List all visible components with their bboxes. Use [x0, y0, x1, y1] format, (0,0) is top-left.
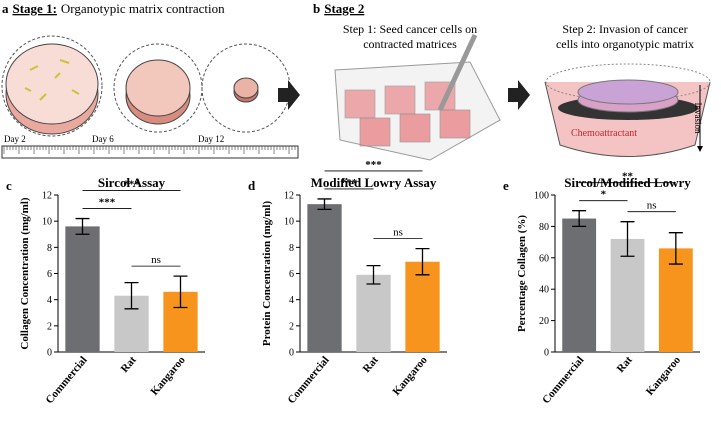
- panel-b-header: b Stage 2: [313, 1, 364, 16]
- panel-letter: d: [248, 178, 256, 193]
- bar: [307, 204, 342, 352]
- significance-label: ***: [341, 177, 358, 189]
- significance-label: ns: [393, 227, 403, 239]
- step-text: cells into organotypic matrix: [556, 37, 694, 51]
- panel-a-header: a Stage 1: Organotypic matrix contraction: [2, 1, 225, 16]
- error-bar: [572, 210, 587, 228]
- bar: [610, 238, 645, 352]
- y-tick-label: 40: [539, 285, 549, 296]
- error-bar: [366, 265, 381, 285]
- y-tick-label: 100: [534, 191, 549, 202]
- stage-title: Organotypic matrix contraction: [61, 1, 225, 16]
- bar: [356, 274, 391, 352]
- y-tick-label: 8: [289, 243, 294, 254]
- y-tick-label: 12: [42, 191, 52, 202]
- bar: [405, 261, 440, 352]
- x-tick-label: Rat: [119, 354, 139, 375]
- x-tick-label: Kangaroo: [644, 354, 684, 398]
- x-tick-label: Rat: [361, 354, 381, 375]
- contraction-illustration: [1, 35, 299, 159]
- significance-label: ***: [365, 159, 382, 171]
- y-tick-label: 4: [47, 295, 52, 306]
- error-bar: [75, 217, 90, 235]
- y-tick-label: 60: [539, 253, 549, 264]
- y-tick-label: 10: [284, 217, 294, 228]
- y-tick-label: 8: [47, 243, 52, 254]
- x-tick-label: Rat: [615, 354, 635, 375]
- y-axis-label: Percentage Collagen (%): [516, 215, 528, 332]
- step-text: contracted matrices: [363, 37, 457, 51]
- y-tick-label: 4: [289, 295, 294, 306]
- significance-label: ***: [123, 179, 140, 191]
- y-axis-label: Protein Concentration (mg/ml): [261, 201, 273, 347]
- significance-label: ***: [99, 197, 116, 209]
- significance-label: **: [622, 171, 634, 183]
- step-text: Step 1: Seed cancer cells on: [343, 22, 477, 36]
- day-label: Day 2: [4, 134, 26, 144]
- error-bar: [124, 282, 139, 310]
- invasion-illustration: [544, 63, 711, 157]
- error-bar: [173, 275, 188, 309]
- error-bar: [668, 232, 683, 265]
- y-tick-label: 6: [289, 269, 294, 280]
- day-label: Day 6: [92, 134, 114, 144]
- day-label: Day 12: [198, 134, 224, 144]
- stage-label: Stage 2: [324, 1, 364, 16]
- panel-letter: e: [503, 178, 509, 193]
- y-tick-label: 6: [47, 269, 52, 280]
- x-tick-label: Kangaroo: [390, 354, 430, 398]
- error-bar: [620, 221, 635, 257]
- panel-letter: c: [6, 178, 12, 193]
- y-tick-label: 0: [47, 348, 52, 359]
- y-axis-label: Collagen Concentration (mg/ml): [19, 197, 31, 349]
- x-tick-label: Kangaroo: [148, 354, 188, 398]
- significance-label: ns: [647, 200, 657, 212]
- error-bar: [317, 198, 332, 211]
- chemoattractant-label: Chemoattractant: [571, 128, 637, 139]
- well-plate: [334, 33, 501, 161]
- bar: [65, 226, 100, 352]
- stage-label: Stage 1:: [13, 1, 57, 16]
- chart-title: Sircol Assay: [98, 175, 166, 190]
- arrow: [278, 80, 300, 110]
- x-tick-label: Commercial: [540, 354, 586, 406]
- bar: [562, 218, 597, 352]
- arrow: [508, 80, 530, 110]
- x-tick-label: Commercial: [43, 354, 89, 406]
- y-tick-label: 0: [544, 348, 549, 359]
- x-tick-label: Commercial: [285, 354, 331, 406]
- error-bar: [415, 247, 430, 276]
- invasion-label: Invasion: [693, 103, 703, 134]
- y-tick-label: 0: [289, 348, 294, 359]
- y-tick-label: 10: [42, 217, 52, 228]
- y-tick-label: 12: [284, 191, 294, 202]
- significance-label: *: [601, 189, 607, 201]
- panel-letter: a: [2, 1, 9, 16]
- y-tick-label: 80: [539, 222, 549, 233]
- y-tick-label: 20: [539, 316, 549, 327]
- y-tick-label: 2: [289, 321, 294, 332]
- step-text: Step 2: Invasion of cancer: [562, 22, 687, 36]
- significance-label: ns: [151, 254, 161, 266]
- y-tick-label: 2: [47, 321, 52, 332]
- bar: [658, 248, 693, 352]
- chart-title: Modified Lowry Assay: [311, 175, 437, 190]
- panel-letter: b: [313, 1, 320, 16]
